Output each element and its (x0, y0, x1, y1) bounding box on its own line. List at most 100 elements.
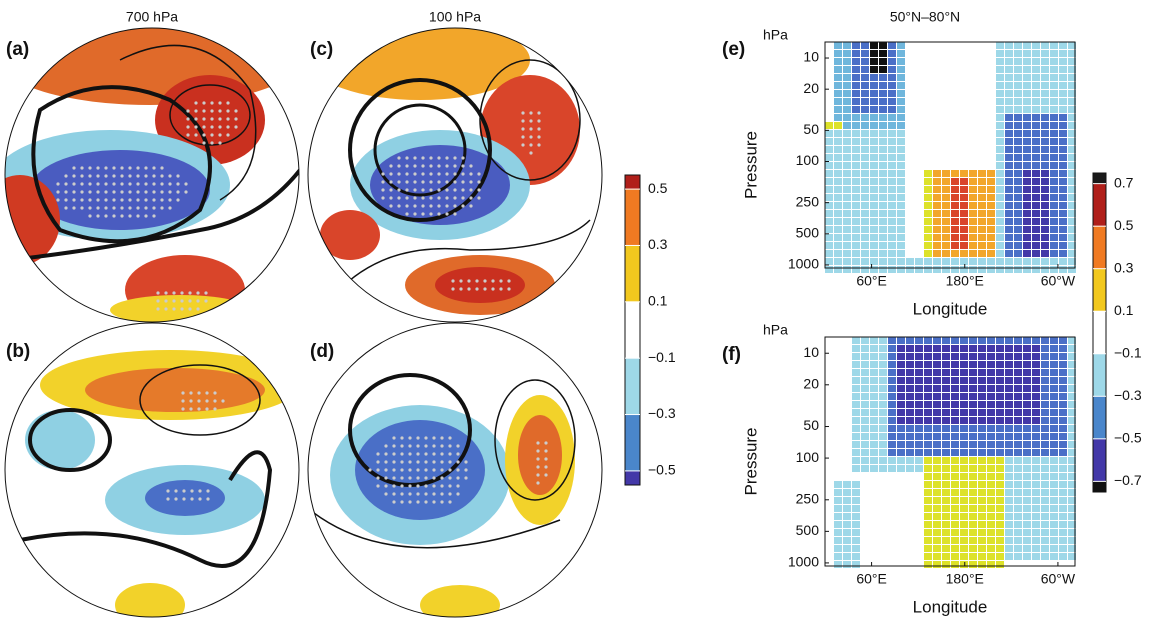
stipple (529, 111, 533, 115)
stipple (194, 133, 198, 137)
colorbar-frame (1092, 172, 1107, 493)
section-cell (1014, 242, 1022, 249)
section-cell (996, 162, 1004, 169)
section-cell (1050, 186, 1058, 193)
section-cell (978, 218, 986, 225)
section-cell (1005, 545, 1013, 552)
stipple (400, 468, 404, 472)
section-cell (996, 42, 1004, 49)
section-cell (1059, 513, 1067, 520)
section-cell (1032, 417, 1040, 424)
stipple (464, 460, 468, 464)
section-cell (1023, 553, 1031, 560)
section-cell (996, 401, 1004, 408)
stipple (424, 460, 428, 464)
section-cell (978, 186, 986, 193)
section-cell (843, 218, 851, 225)
stipple (96, 190, 100, 194)
stipple (440, 460, 444, 464)
section-cell (1023, 401, 1031, 408)
stipple (537, 135, 541, 139)
section-cell (1068, 481, 1076, 488)
section-cell (978, 473, 986, 480)
stipple (456, 484, 460, 488)
section-cell (1059, 417, 1067, 424)
section-cell (987, 361, 995, 368)
stipple (176, 190, 180, 194)
section-cell (996, 345, 1004, 352)
section-cell (960, 186, 968, 193)
section-cell (987, 457, 995, 464)
section-cell (888, 393, 896, 400)
section-cell (897, 433, 905, 440)
section-cell (1014, 449, 1022, 456)
section-cell (1041, 122, 1049, 129)
section-cell (825, 210, 833, 217)
section-cell (1059, 345, 1067, 352)
section-cell (888, 425, 896, 432)
stipple (397, 172, 401, 176)
section-cell (1014, 465, 1022, 472)
section-cell (870, 242, 878, 249)
section-cell (1014, 202, 1022, 209)
stipple (413, 212, 417, 216)
section-cell (879, 202, 887, 209)
section-cell (1023, 122, 1031, 129)
section-cell (1014, 218, 1022, 225)
stipple (152, 198, 156, 202)
stipple (210, 117, 214, 121)
section-cell (852, 250, 860, 257)
stipple (190, 489, 194, 493)
y-unit: hPa (763, 27, 788, 43)
section-cell (978, 401, 986, 408)
stipple (72, 206, 76, 210)
section-cell (987, 170, 995, 177)
stipple (210, 141, 214, 145)
section-cell (987, 194, 995, 201)
section-cell (1032, 58, 1040, 65)
section-cell (942, 561, 950, 568)
stipple (160, 190, 164, 194)
stipple (112, 214, 116, 218)
section-cell (1059, 82, 1067, 89)
section-cell (951, 210, 959, 217)
section-cell (996, 250, 1004, 257)
section-cell (1059, 178, 1067, 185)
section-cell (1068, 146, 1076, 153)
section-cell (852, 465, 860, 472)
section-cell (969, 369, 977, 376)
section-cell (1014, 433, 1022, 440)
colorbar-band (1093, 353, 1106, 397)
section-cell (861, 210, 869, 217)
stipple (544, 473, 548, 477)
section-cell (861, 58, 869, 65)
section-cell (825, 162, 833, 169)
stipple (196, 299, 200, 303)
section-cell (987, 337, 995, 344)
x-axis-label: Longitude (913, 597, 988, 616)
section-cell (996, 170, 1004, 177)
section-cell (1041, 186, 1049, 193)
section-cell (1032, 114, 1040, 121)
section-cell (933, 242, 941, 249)
section-cell (852, 481, 860, 488)
section-cell (969, 361, 977, 368)
section-cell (1068, 385, 1076, 392)
section-cell (861, 218, 869, 225)
section-cell (942, 473, 950, 480)
stipple (400, 436, 404, 440)
stipple (226, 101, 230, 105)
section-cell (996, 353, 1004, 360)
stipple (440, 452, 444, 456)
section-cell (888, 369, 896, 376)
section-cell (1032, 489, 1040, 496)
stipple (186, 125, 190, 129)
section-cell (870, 170, 878, 177)
section-cell (978, 226, 986, 233)
section-cell (852, 74, 860, 81)
stipple (477, 180, 481, 184)
section-cell (1005, 122, 1013, 129)
section-cell (861, 122, 869, 129)
section-cell (1050, 425, 1058, 432)
stipple (144, 214, 148, 218)
